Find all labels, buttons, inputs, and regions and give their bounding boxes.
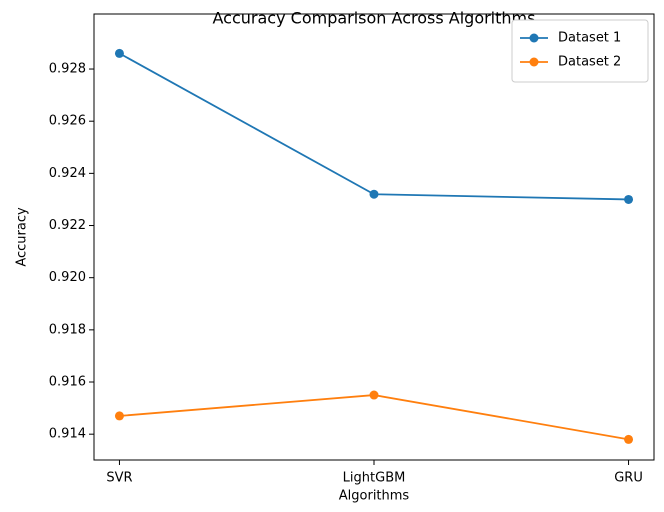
data-point xyxy=(624,434,634,444)
data-point xyxy=(369,189,379,199)
legend-box xyxy=(511,19,649,83)
y-tick-label: 0.920 xyxy=(49,270,86,285)
legend-label: Dataset 2 xyxy=(558,55,621,70)
data-line xyxy=(119,394,629,441)
data-point xyxy=(114,411,124,421)
legend-marker xyxy=(529,57,539,67)
data-point xyxy=(369,390,379,400)
x-tick-label: GRU xyxy=(614,471,643,486)
x-tick-label: SVR xyxy=(106,471,132,486)
y-tick-label: 0.918 xyxy=(49,322,86,337)
x-axis-label: Algorithms xyxy=(339,489,410,504)
legend-label: Dataset 1 xyxy=(558,31,621,46)
x-tick-label: LightGBM xyxy=(343,471,406,486)
y-axis-label: Accuracy xyxy=(15,207,30,267)
legend-marker xyxy=(529,33,539,43)
y-tick-label: 0.916 xyxy=(49,375,86,390)
y-tick-label: 0.922 xyxy=(49,218,86,233)
y-tick-label: 0.926 xyxy=(49,114,86,129)
data-point xyxy=(624,194,634,204)
data-point xyxy=(114,48,124,58)
y-tick-label: 0.924 xyxy=(49,166,86,181)
y-tick-label: 0.928 xyxy=(49,62,86,77)
y-tick-label: 0.914 xyxy=(49,427,86,442)
chart-title: Accuracy Comparison Across Algorithms xyxy=(213,9,536,28)
